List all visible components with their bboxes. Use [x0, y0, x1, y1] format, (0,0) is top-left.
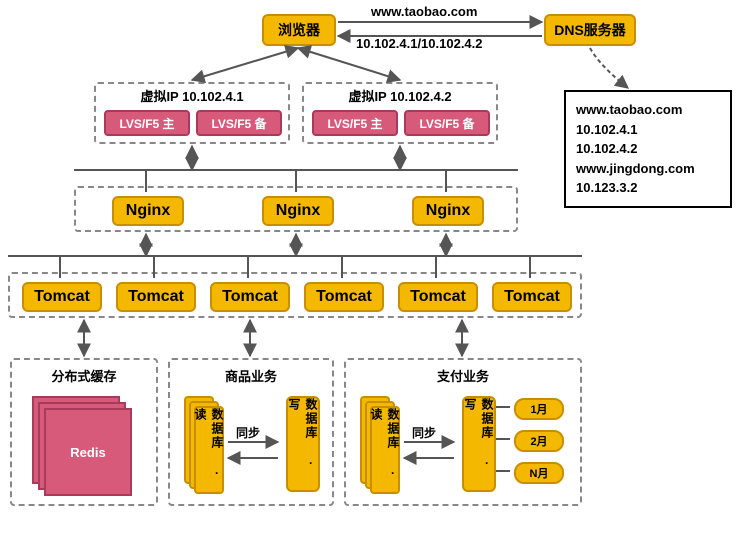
cluster-title: 分布式缓存: [12, 366, 156, 385]
nginx-group: Nginx Nginx Nginx: [74, 186, 518, 232]
nginx-node: Nginx: [112, 196, 184, 226]
cache-cluster: 分布式缓存 Redis: [10, 358, 158, 506]
sync-label: 同步: [412, 424, 436, 441]
tomcat-node: Tomcat: [116, 282, 196, 312]
db-write: 数据库 · 写: [286, 396, 320, 492]
nginx-node: Nginx: [262, 196, 334, 226]
dns-record-line: 10.102.4.1: [576, 120, 720, 140]
vip-title: 虚拟IP 10.102.4.1: [96, 86, 288, 105]
month-shard: 2月: [514, 430, 564, 452]
dns-record-line: 10.123.3.2: [576, 178, 720, 198]
domain-label: www.taobao.com: [371, 4, 477, 19]
ip-label: 10.102.4.1/10.102.4.2: [356, 36, 483, 51]
month-shard: N月: [514, 462, 564, 484]
architecture-diagram: 浏览器 DNS服务器 www.taobao.com 10.102.4.1/10.…: [0, 0, 752, 535]
month-shard: 1月: [514, 398, 564, 420]
lvs-backup: LVS/F5 备: [404, 110, 490, 136]
cluster-title: 支付业务: [346, 366, 580, 385]
nginx-node: Nginx: [412, 196, 484, 226]
lvs-primary: LVS/F5 主: [104, 110, 190, 136]
dns-records-box: www.taobao.com 10.102.4.1 10.102.4.2 www…: [564, 90, 732, 208]
tomcat-node: Tomcat: [492, 282, 572, 312]
tomcat-node: Tomcat: [304, 282, 384, 312]
tomcat-node: Tomcat: [22, 282, 102, 312]
tomcat-node: Tomcat: [210, 282, 290, 312]
product-cluster: 商品业务 数据库 · 读 同步 数据库 · 写: [168, 358, 334, 506]
cluster-title: 商品业务: [170, 366, 332, 385]
browser-node: 浏览器: [262, 14, 336, 46]
dns-record-line: www.jingdong.com: [576, 159, 720, 179]
tomcat-node: Tomcat: [398, 282, 478, 312]
dns-server-node: DNS服务器: [544, 14, 636, 46]
dns-record-line: www.taobao.com: [576, 100, 720, 120]
db-write: 数据库 · 写: [462, 396, 496, 492]
sync-label: 同步: [236, 424, 260, 441]
vip-title: 虚拟IP 10.102.4.2: [304, 86, 496, 105]
vip-group-1: 虚拟IP 10.102.4.1 LVS/F5 主 LVS/F5 备: [94, 82, 290, 144]
lvs-primary: LVS/F5 主: [312, 110, 398, 136]
tomcat-group: Tomcat Tomcat Tomcat Tomcat Tomcat Tomca…: [8, 272, 582, 318]
dns-record-line: 10.102.4.2: [576, 139, 720, 159]
lvs-backup: LVS/F5 备: [196, 110, 282, 136]
payment-cluster: 支付业务 数据库 · 读 同步 数据库 · 写 1月 2月 N月: [344, 358, 582, 506]
vip-group-2: 虚拟IP 10.102.4.2 LVS/F5 主 LVS/F5 备: [302, 82, 498, 144]
